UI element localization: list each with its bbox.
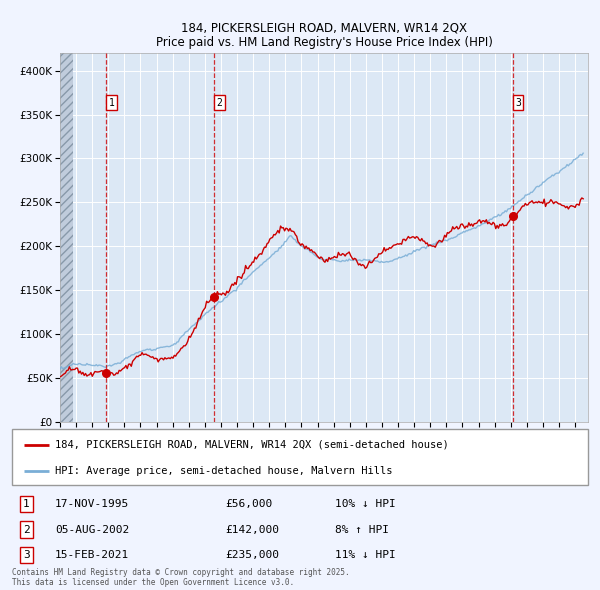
Title: 184, PICKERSLEIGH ROAD, MALVERN, WR14 2QX
Price paid vs. HM Land Registry's Hous: 184, PICKERSLEIGH ROAD, MALVERN, WR14 2Q… bbox=[155, 21, 493, 49]
Text: 184, PICKERSLEIGH ROAD, MALVERN, WR14 2QX (semi-detached house): 184, PICKERSLEIGH ROAD, MALVERN, WR14 2Q… bbox=[55, 440, 449, 450]
Text: £235,000: £235,000 bbox=[225, 550, 279, 560]
Text: £142,000: £142,000 bbox=[225, 525, 279, 535]
FancyBboxPatch shape bbox=[12, 429, 588, 485]
Text: 3: 3 bbox=[515, 98, 521, 108]
Text: 2: 2 bbox=[23, 525, 30, 535]
Text: £56,000: £56,000 bbox=[225, 499, 272, 509]
Text: 1: 1 bbox=[23, 499, 30, 509]
Text: Contains HM Land Registry data © Crown copyright and database right 2025.
This d: Contains HM Land Registry data © Crown c… bbox=[12, 568, 350, 587]
Text: 3: 3 bbox=[23, 550, 30, 560]
Text: 2: 2 bbox=[217, 98, 223, 108]
Text: 17-NOV-1995: 17-NOV-1995 bbox=[55, 499, 130, 509]
Bar bbox=[60, 53, 73, 422]
Text: HPI: Average price, semi-detached house, Malvern Hills: HPI: Average price, semi-detached house,… bbox=[55, 466, 392, 476]
Text: 8% ↑ HPI: 8% ↑ HPI bbox=[335, 525, 389, 535]
Text: 15-FEB-2021: 15-FEB-2021 bbox=[55, 550, 130, 560]
Text: 1: 1 bbox=[109, 98, 115, 108]
Text: 10% ↓ HPI: 10% ↓ HPI bbox=[335, 499, 395, 509]
Text: 05-AUG-2002: 05-AUG-2002 bbox=[55, 525, 130, 535]
Text: 11% ↓ HPI: 11% ↓ HPI bbox=[335, 550, 395, 560]
